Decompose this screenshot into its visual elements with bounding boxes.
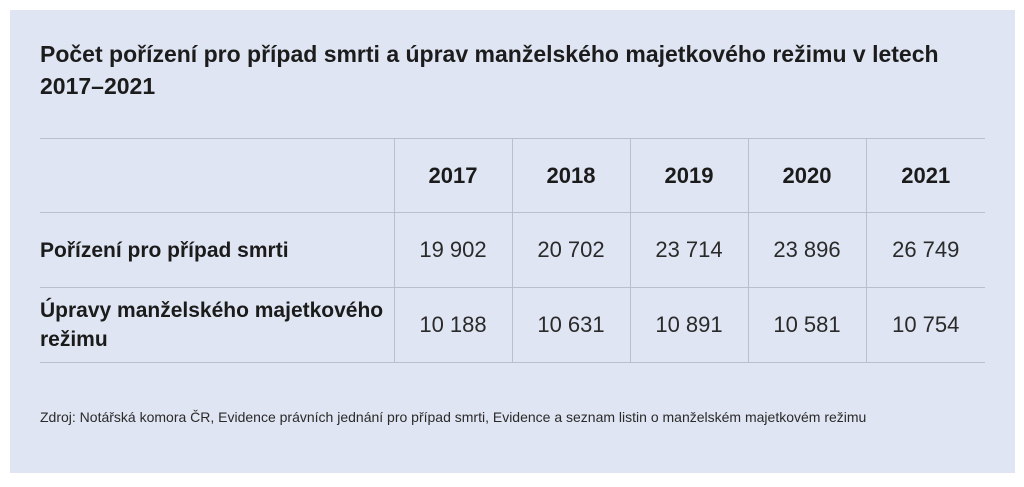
data-table: 2017 2018 2019 2020 2021 Pořízení pro př… [40, 138, 985, 363]
cell-value: 10 891 [629, 287, 748, 363]
column-header-2017: 2017 [393, 138, 512, 213]
column-header-2018: 2018 [511, 138, 630, 213]
source-note: Zdroj: Notářská komora ČR, Evidence práv… [40, 409, 867, 425]
cell-value: 10 754 [865, 287, 985, 363]
table-row: Úpravy manželského majetkového režimu 10… [40, 287, 985, 363]
header-row: 2017 2018 2019 2020 2021 [40, 138, 985, 213]
cell-value: 19 902 [393, 212, 512, 288]
cell-value: 10 188 [393, 287, 512, 363]
row-label: Úpravy manželského majetkového režimu [40, 287, 394, 363]
cell-value: 26 749 [865, 212, 985, 288]
cell-value: 23 714 [629, 212, 748, 288]
column-header-2019: 2019 [629, 138, 748, 213]
cell-value: 23 896 [747, 212, 866, 288]
column-header-2020: 2020 [747, 138, 866, 213]
row-label: Pořízení pro případ smrti [40, 212, 394, 288]
chart-title: Počet pořízení pro případ smrti a úprav … [40, 41, 939, 99]
cell-value: 10 581 [747, 287, 866, 363]
corner-cell [40, 138, 394, 213]
table-row: Pořízení pro případ smrti 19 902 20 702 … [40, 212, 985, 288]
column-header-2021: 2021 [865, 138, 985, 213]
chart-panel: Počet pořízení pro případ smrti a úprav … [10, 10, 1015, 473]
cell-value: 20 702 [511, 212, 630, 288]
cell-value: 10 631 [511, 287, 630, 363]
